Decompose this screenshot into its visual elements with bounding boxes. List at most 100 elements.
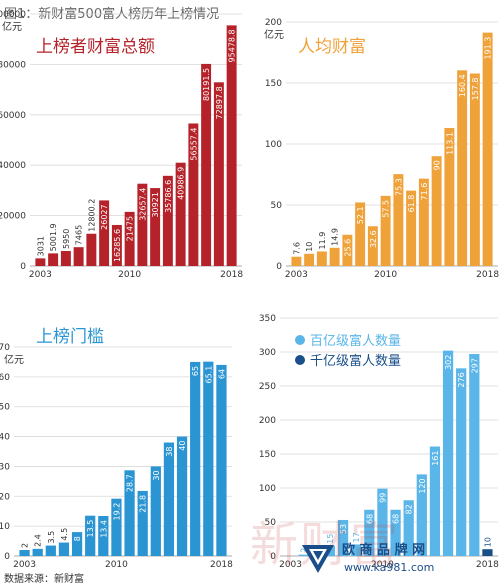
bar-2015	[188, 123, 199, 267]
bar-2017-s1	[469, 354, 480, 556]
bar-2013	[150, 466, 161, 556]
data-label: 3.5	[47, 531, 56, 544]
data-label: 40986.9	[177, 167, 186, 200]
y-tick-label: 50	[0, 403, 10, 413]
data-label: 161	[431, 451, 440, 466]
chart-title: 上榜门槛	[36, 327, 104, 347]
data-label: 32657.4	[138, 188, 147, 221]
x-tick-label: 2003	[13, 560, 36, 570]
bar-2011	[393, 174, 404, 266]
bar-2011	[124, 470, 135, 556]
bar-2009	[367, 226, 378, 266]
bar-2012	[406, 190, 417, 266]
bar-2010	[124, 211, 135, 266]
data-label: 15	[326, 534, 335, 544]
bar-2008	[99, 200, 110, 266]
bar-2006	[58, 542, 70, 556]
bar-2016	[190, 361, 201, 556]
bar-2008-s1	[351, 544, 362, 556]
y-tick-label: 350	[259, 314, 276, 324]
figure-header: 图1：新财富500富人榜历年上榜情况	[0, 0, 500, 24]
bar-2008	[355, 202, 366, 266]
unit-label: 亿元	[4, 353, 24, 366]
data-label: 12800.2	[87, 199, 96, 232]
y-tick-label: 100	[259, 484, 276, 494]
y-tick-label: 40	[0, 433, 10, 443]
bar-2017	[203, 361, 214, 556]
y-tick-label: 150	[259, 450, 276, 460]
bar-2018	[226, 25, 237, 267]
y-tick-label: 200	[265, 18, 282, 28]
data-label: 25.6	[343, 239, 352, 257]
data-label: 65	[191, 366, 200, 376]
bar-2009	[111, 224, 122, 266]
data-label: 90	[433, 160, 442, 170]
data-label: 191.3	[484, 37, 493, 60]
bar-2005	[60, 251, 71, 266]
bar-2003	[35, 258, 46, 266]
bar-2015	[176, 436, 188, 556]
data-label: 297	[470, 358, 479, 373]
bar-2016	[457, 70, 468, 266]
legend-marker	[295, 335, 305, 345]
bar-2004	[48, 253, 59, 266]
y-tick-label: 30	[0, 462, 10, 472]
data-label: 7465	[75, 225, 84, 245]
bar-2014-s1	[429, 446, 441, 556]
data-label: 276	[457, 372, 466, 387]
data-label: 7.6	[292, 242, 301, 255]
x-tick-label: 2003	[279, 560, 302, 570]
data-label: 95478.8	[228, 29, 237, 62]
bar-2004-s1	[298, 554, 309, 556]
data-label: 17	[352, 532, 361, 542]
data-label: 40	[178, 441, 187, 451]
x-tick-label: 2010	[118, 270, 141, 280]
bar-2013-s1	[416, 474, 427, 556]
bar-2012-s1	[403, 500, 414, 556]
data-label: 10	[305, 242, 314, 252]
bar-2018-s2	[482, 549, 493, 556]
data-label: 113.1	[445, 132, 454, 155]
brand-logo-icon	[302, 545, 334, 573]
y-tick-label: 50	[271, 201, 283, 211]
bar-2005	[45, 545, 56, 556]
bar-2006	[329, 247, 340, 266]
y-tick-label: 20	[0, 492, 10, 502]
unit-label: 亿元	[2, 20, 22, 33]
data-label: 120	[418, 478, 427, 493]
bar-2007-s1	[337, 519, 349, 556]
data-label: 72897.8	[215, 86, 224, 119]
bar-2017	[213, 82, 224, 266]
y-tick-label: 60	[0, 373, 10, 383]
x-tick-label: 2003	[285, 270, 308, 280]
watermark-url: www.ka981.com	[344, 561, 435, 574]
y-tick-label: 250	[259, 382, 276, 392]
data-label: 56557.4	[189, 127, 198, 160]
bar-2004	[32, 548, 43, 556]
watermark-brand: 欧 商 品 牌 网	[342, 543, 426, 558]
chart-panel-1: 0 20000 40000 60000 80000 100000亿元 3031 5001.9 5…	[0, 10, 243, 280]
data-label: 71.6	[420, 183, 429, 201]
bar-2006	[73, 247, 84, 266]
bar-2014	[163, 442, 175, 556]
data-label: 13.5	[86, 520, 95, 538]
bar-2004	[304, 253, 315, 266]
bar-2010-s1	[377, 488, 388, 556]
data-label: 160.4	[458, 74, 467, 97]
y-tick-label: 20000	[0, 212, 26, 222]
data-label: 99	[378, 493, 387, 503]
bar-2018	[216, 364, 227, 556]
data-label: 64	[217, 369, 226, 379]
data-label: 5950	[62, 229, 71, 249]
chart-title: 上榜者财富总额	[36, 37, 155, 57]
data-label: 8	[73, 536, 82, 541]
x-tick-label: 2010	[105, 560, 128, 570]
bar-2013	[162, 175, 173, 266]
bar-2012	[150, 188, 161, 266]
unit-label: 亿元	[264, 28, 284, 41]
data-label: 30	[152, 470, 161, 480]
chart-panel-4: 0501001502002503003502615531768996882120…	[259, 314, 499, 570]
data-label: 11.9	[318, 232, 327, 250]
x-tick-label: 2010	[371, 560, 394, 570]
